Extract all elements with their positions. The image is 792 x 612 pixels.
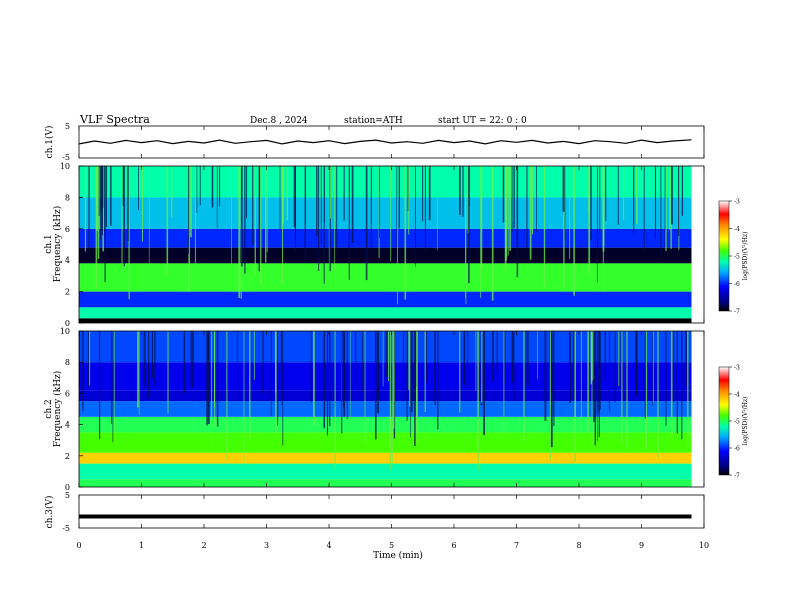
ch2-channel-label: ch.2 <box>44 399 54 418</box>
spectrogram-band <box>79 463 692 480</box>
spectrogram-band <box>79 247 692 264</box>
ch2-colorbar-label: log(PSD)(V²/Hz) <box>742 397 749 446</box>
colorbar-tick-label: -4 <box>734 226 740 233</box>
spectrogram-band <box>79 432 692 453</box>
ch1-spectrogram-panel: 0 2 4 6 8 10 ch.1 Frequency (kHz) <box>44 162 705 328</box>
ch3-waveform-frame <box>78 494 705 529</box>
ch2-spectrogram-panel: 0 2 4 6 8 10 ch.2 Frequency (kHz) <box>44 327 705 492</box>
ch1-spectrogram-streaks <box>84 166 684 305</box>
spectrogram-band <box>79 452 692 464</box>
spectrogram-band <box>79 479 692 487</box>
spectrogram-ytick-label: 6 <box>65 389 70 398</box>
spectrogram-ytick-label: 4 <box>65 421 70 430</box>
spectrogram-band <box>79 390 692 402</box>
spectrogram-band <box>79 362 692 391</box>
x-tick-label: 8 <box>576 541 581 550</box>
ch2-spectrogram-streaks <box>79 331 689 471</box>
x-tick-label: 10 <box>699 541 709 550</box>
colorbar-tick-label: -6 <box>734 446 740 453</box>
ch1-ytick-bottom: -5 <box>62 153 70 162</box>
spectrogram-band <box>79 228 692 248</box>
spectrogram-band <box>79 291 692 308</box>
x-tick-label: 3 <box>264 541 269 550</box>
colorbar-tick-label: -5 <box>734 419 740 426</box>
spectrogram-band <box>79 331 692 363</box>
colorbar-tick-label: -3 <box>734 365 740 372</box>
header-start-ut: start UT = 22: 0 : 0 <box>438 116 527 126</box>
spectrogram-band <box>79 416 692 433</box>
spectrogram-ytick-label: 4 <box>65 256 70 265</box>
ch1-colorbar-gradient <box>718 200 730 312</box>
ch2-colorbar-gradient <box>718 366 730 476</box>
ch1-colorbar-label: log(PSD)(V²/Hz) <box>742 232 749 281</box>
spectrogram-band <box>79 307 692 319</box>
spectrogram-band <box>79 401 692 417</box>
ch2-spectrogram-yticks: 0 2 4 6 8 10 <box>60 327 83 492</box>
ch2-colorbar-ticks: -3 -4 -5 -6 -7 <box>729 365 740 480</box>
colorbar-tick-label: -3 <box>734 199 740 206</box>
spectrogram-ytick-label: 0 <box>65 319 70 328</box>
ch2-frequency-ylabel: Frequency (kHz) <box>52 371 63 448</box>
ch1-waveform-panel: 5 -5 ch.1(V) <box>44 122 705 162</box>
x-tick-label: 2 <box>201 541 206 550</box>
spectrogram-ytick-label: 2 <box>65 288 70 297</box>
ch1-waveform-ylabel: ch.1(V) <box>44 126 55 159</box>
ch2-spectrogram-bands <box>79 331 692 487</box>
ch1-colorbar: -3 -4 -5 -6 -7 log(PSD)(V²/Hz) <box>718 199 749 316</box>
ch1-colorbar-ticks: -3 -4 -5 -6 -7 <box>729 199 740 316</box>
x-tick-label: 1 <box>139 541 144 550</box>
ch3-ytick-top: 5 <box>65 491 70 500</box>
ch1-spectrogram-yticks: 0 2 4 6 8 10 <box>60 162 83 328</box>
x-tick-label: 9 <box>639 541 644 550</box>
time-x-axis: 0 1 2 3 4 5 6 7 8 9 10 <box>76 126 709 550</box>
header-date: Dec.8 , 2024 <box>250 116 308 126</box>
spectrogram-ytick-label: 10 <box>60 162 70 171</box>
spectrogram-ytick-label: 8 <box>65 193 70 202</box>
figure-title: VLF Spectra <box>79 113 150 126</box>
x-tick-label: 4 <box>326 541 331 550</box>
spectrogram-ytick-label: 8 <box>65 358 70 367</box>
ch3-waveform-panel: 5 -5 ch.3(V) <box>44 491 705 533</box>
ch1-channel-label: ch.1 <box>44 234 54 253</box>
colorbar-tick-label: -7 <box>734 473 740 480</box>
x-tick-label: 6 <box>451 541 456 550</box>
ch1-waveform-line <box>78 139 692 145</box>
spectrogram-band <box>79 318 692 323</box>
ch1-frequency-ylabel: Frequency (kHz) <box>52 206 63 283</box>
ch3-ytick-bottom: -5 <box>62 524 70 533</box>
ch2-colorbar: -3 -4 -5 -6 -7 log(PSD)(V²/Hz) <box>718 365 749 480</box>
spectrogram-band <box>79 263 692 292</box>
colorbar-tick-label: -6 <box>734 281 740 288</box>
ch3-waveform-ylabel: ch.3(V) <box>44 496 55 529</box>
time-axis-label: Time (min) <box>373 550 423 561</box>
spectrogram-ytick-label: 10 <box>60 327 70 336</box>
ch1-ytick-top: 5 <box>65 122 70 131</box>
spectrogram-ytick-label: 0 <box>65 483 70 492</box>
spectrogram-ytick-label: 6 <box>65 225 70 234</box>
colorbar-tick-label: -7 <box>734 309 740 316</box>
spectrogram-ytick-label: 2 <box>65 452 70 461</box>
header-station: station=ATH <box>344 116 403 126</box>
x-tick-label: 5 <box>389 541 394 550</box>
colorbar-tick-label: -5 <box>734 254 740 261</box>
x-tick-label: 7 <box>514 541 519 550</box>
colorbar-tick-label: -4 <box>734 392 740 399</box>
x-tick-label: 0 <box>76 541 81 550</box>
